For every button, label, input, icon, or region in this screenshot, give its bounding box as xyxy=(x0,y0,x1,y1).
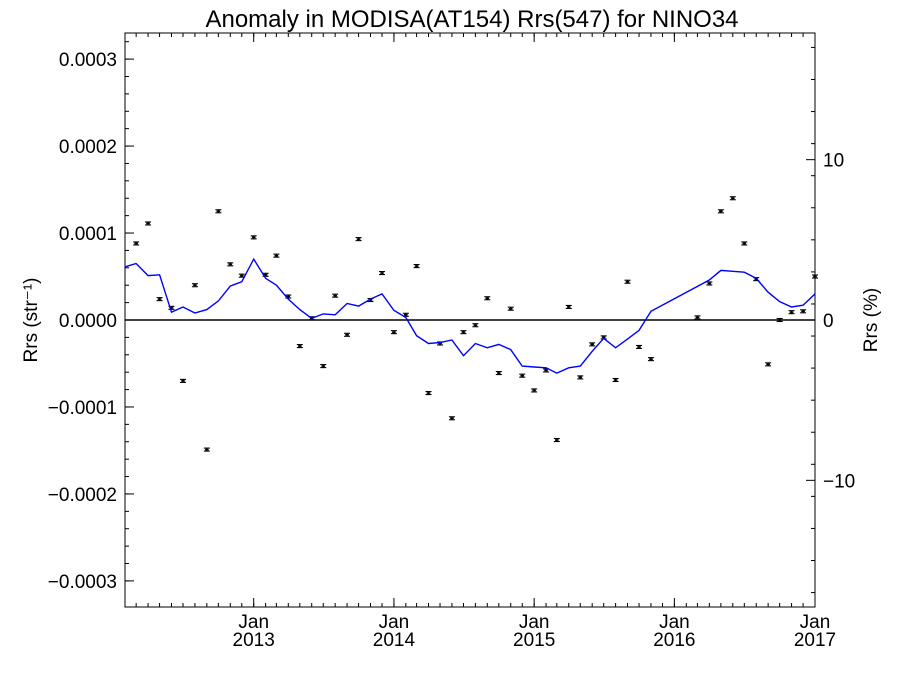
y-tick-label: −0.0001 xyxy=(48,398,117,419)
data-point xyxy=(250,235,257,240)
x-tick-month: Jan xyxy=(379,612,410,633)
data-point xyxy=(531,388,538,393)
data-point xyxy=(390,330,397,335)
data-point xyxy=(332,293,339,298)
plot-area: 0.0003 0.0002 0.0001 0.0000 −0.0001 −0.0002 −0… xyxy=(48,32,855,651)
data-point xyxy=(448,416,455,421)
data-point xyxy=(460,330,467,335)
data-point xyxy=(776,317,783,323)
data-point xyxy=(320,364,327,369)
data-point xyxy=(413,264,420,269)
y2-tick-label: 0 xyxy=(823,311,834,332)
data-point xyxy=(565,304,572,310)
x-tick-year: 2017 xyxy=(794,630,836,651)
data-point xyxy=(577,375,584,380)
data-point xyxy=(741,241,748,246)
chart-title: Anomaly in MODISA(AT154) Rrs(547) for NI… xyxy=(205,6,738,33)
y2-axis-label: Rrs (%) xyxy=(861,288,882,352)
y2-tick-label: 10 xyxy=(823,151,844,172)
y-tick-label: 0.0001 xyxy=(59,224,117,245)
data-point xyxy=(706,281,713,286)
data-point xyxy=(717,209,724,214)
data-point xyxy=(729,196,736,201)
data-point xyxy=(133,241,140,246)
y-tick-label: −0.0002 xyxy=(48,485,117,506)
data-point xyxy=(589,342,596,347)
data-point xyxy=(788,310,795,315)
y-tick-label: 0.0000 xyxy=(59,311,117,332)
data-point xyxy=(296,344,303,349)
data-point xyxy=(145,221,152,226)
data-point xyxy=(507,306,514,311)
anomaly-line xyxy=(124,257,816,374)
x-tick-month: Jan xyxy=(238,612,269,633)
data-point xyxy=(647,357,654,362)
data-point xyxy=(553,437,560,443)
data-point xyxy=(624,279,631,284)
x-tick-month: Jan xyxy=(800,612,831,633)
data-point xyxy=(636,344,643,350)
data-point xyxy=(612,377,619,383)
data-point xyxy=(344,332,351,337)
data-point xyxy=(156,297,163,302)
data-point xyxy=(203,447,210,452)
data-point xyxy=(191,283,198,288)
data-point xyxy=(765,362,772,367)
x-tick-month: Jan xyxy=(519,612,550,633)
data-point xyxy=(800,309,807,314)
y-tick-label: 0.0002 xyxy=(59,137,117,158)
y-tick-label: 0.0003 xyxy=(59,50,117,71)
data-point xyxy=(495,371,502,376)
x-tick-year: 2016 xyxy=(653,630,695,651)
x-tick-month: Jan xyxy=(659,612,690,633)
y-axis-label: Rrs (str⁻¹) xyxy=(21,278,42,363)
data-point xyxy=(484,296,491,301)
data-point xyxy=(355,237,362,242)
data-point xyxy=(519,373,526,378)
data-point xyxy=(472,323,479,328)
data-point xyxy=(379,270,386,276)
data-point xyxy=(694,315,701,320)
x-tick-year: 2014 xyxy=(373,630,416,651)
x-tick-year: 2015 xyxy=(513,630,555,651)
y2-tick-label: −10 xyxy=(823,471,855,492)
data-point xyxy=(238,273,245,278)
data-point xyxy=(180,378,187,383)
data-point xyxy=(215,209,222,214)
x-tick-year: 2013 xyxy=(233,630,275,651)
data-point xyxy=(425,391,432,396)
data-point xyxy=(227,262,234,267)
y-tick-label: −0.0003 xyxy=(48,572,117,593)
data-point xyxy=(812,274,818,279)
data-point xyxy=(273,253,280,258)
